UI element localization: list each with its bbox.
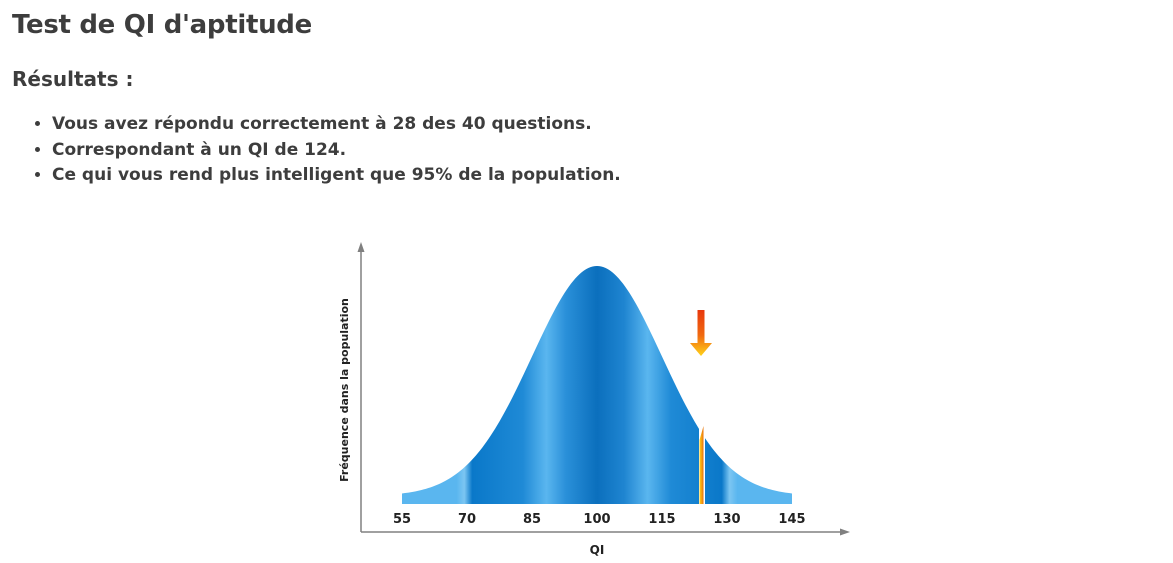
chart-axes <box>357 242 850 536</box>
y-axis-arrowhead <box>357 242 365 252</box>
normal-distribution-curve <box>402 266 792 504</box>
x-tick-label: 85 <box>523 512 541 527</box>
x-tick-label: 145 <box>778 512 805 527</box>
x-tick-label: 130 <box>713 512 740 527</box>
x-axis-label: QI <box>590 543 605 557</box>
score-marker-layer <box>690 310 712 504</box>
y-axis-label: Fréquence dans la population <box>338 298 351 482</box>
page-title: Test de QI d'aptitude <box>12 10 312 40</box>
x-axis-arrowhead <box>840 528 850 536</box>
iq-distribution-chart: 55 70 85 100 115 130 145 QI Fréquence dans la … <box>330 236 870 563</box>
result-item-iq-score: Correspondant à un QI de 124. <box>52 138 621 164</box>
arrow-down-icon <box>690 310 712 356</box>
results-heading: Résultats : <box>12 67 134 91</box>
x-tick-label: 55 <box>393 512 411 527</box>
iq-chart-svg: 55 70 85 100 115 130 145 QI Fréquence dans la … <box>338 242 850 557</box>
x-tick-labels: 55 70 85 100 115 130 145 <box>393 512 806 527</box>
x-tick-label: 70 <box>458 512 476 527</box>
x-tick-label: 100 <box>583 512 610 527</box>
result-item-correct-answers: Vous avez répondu correctement à 28 des … <box>52 112 621 138</box>
distribution-curve-layer <box>402 266 792 504</box>
results-list: Vous avez répondu correctement à 28 des … <box>34 112 621 189</box>
x-tick-label: 115 <box>648 512 675 527</box>
score-marker-bar <box>699 426 704 504</box>
result-item-percentile: Ce qui vous rend plus intelligent que 95… <box>52 163 621 189</box>
